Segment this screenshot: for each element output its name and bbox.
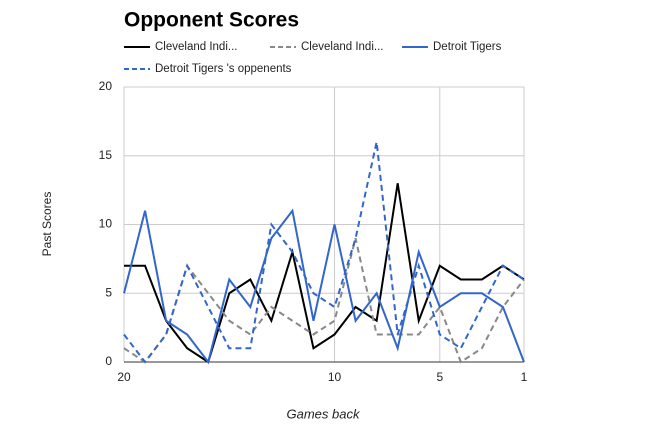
legend-label: Cleveland Indi... [301,41,383,53]
x-axis-label: Games back [287,406,361,421]
legend-label: Detroit Tigers [433,41,502,53]
legend-label: Cleveland Indi... [155,41,237,53]
series-line [123,141,525,364]
series-line [123,238,525,364]
chart-title: Opponent Scores [124,9,299,32]
x-tick-label: 10 [328,370,342,384]
y-axis-label: Past Scores [40,192,54,257]
y-tick-label: 20 [99,79,113,93]
y-tick-label: 15 [99,148,113,162]
series-line [123,208,525,365]
x-tick-label: 1 [521,370,528,384]
series-line [124,183,525,364]
legend-label: Detroit Tigers 's oppenents [155,63,292,75]
y-tick-label: 5 [105,285,112,299]
x-tick-label: 5 [436,370,443,384]
y-tick-label: 0 [105,354,112,368]
x-tick-label: 20 [117,370,131,384]
y-tick-label: 10 [99,217,113,231]
